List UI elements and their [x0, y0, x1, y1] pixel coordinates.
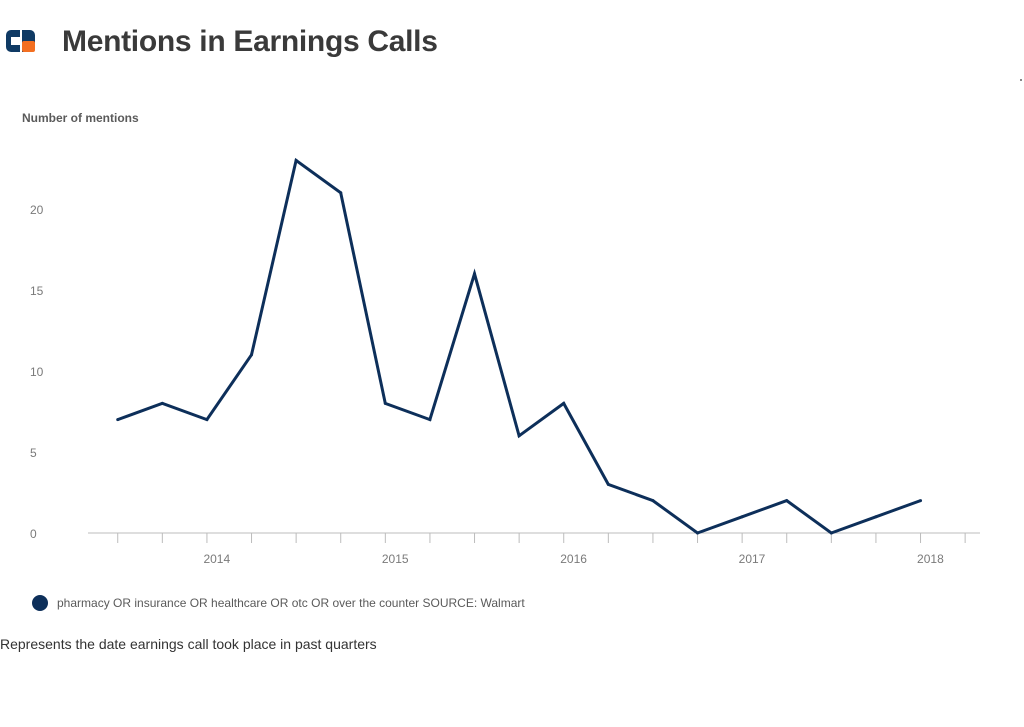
x-tick-label: 2015 [382, 552, 409, 566]
x-tick-label: 2017 [739, 552, 766, 566]
x-tick-label: 2014 [203, 552, 230, 566]
data-point [250, 353, 254, 357]
y-tick-label: 5 [30, 446, 37, 460]
y-tick-label: 0 [30, 527, 37, 541]
chart-note: Represents the date earnings call took p… [0, 636, 377, 652]
x-tick-label: 2018 [917, 552, 944, 566]
data-point [606, 482, 610, 486]
data-point [919, 499, 923, 503]
data-point [829, 531, 833, 535]
data-point [294, 158, 298, 162]
y-axis-label: Number of mentions [22, 111, 139, 125]
data-point [696, 531, 700, 535]
y-tick-label: 10 [30, 365, 44, 379]
y-tick-label: 20 [30, 203, 44, 217]
data-point [116, 418, 120, 422]
data-point [874, 515, 878, 519]
data-point [562, 401, 566, 405]
company-logo-icon [6, 27, 36, 57]
data-point [517, 434, 521, 438]
legend[interactable]: pharmacy OR insurance OR healthcare OR o… [32, 595, 525, 611]
data-point [473, 272, 477, 276]
data-point [339, 191, 343, 195]
corner-mark [1020, 79, 1022, 81]
legend-label: pharmacy OR insurance OR healthcare OR o… [57, 596, 525, 610]
data-point [651, 499, 655, 503]
data-point [383, 401, 387, 405]
data-point [428, 418, 432, 422]
data-point [160, 401, 164, 405]
data-point [740, 515, 744, 519]
data-point [205, 418, 209, 422]
data-point [785, 499, 789, 503]
header: Mentions in Earnings Calls [6, 22, 438, 62]
y-tick-label: 15 [30, 284, 44, 298]
series-line [117, 157, 922, 535]
x-tick-label: 2016 [560, 552, 587, 566]
line-chart: Number of mentions 0 5 10 15 20 2014 2015 2016 20… [0, 100, 1024, 580]
page-title: Mentions in Earnings Calls [62, 25, 438, 58]
legend-swatch [32, 595, 48, 611]
chart-svg: Number of mentions 0 5 10 15 20 2014 2015 2016 20… [22, 111, 980, 566]
